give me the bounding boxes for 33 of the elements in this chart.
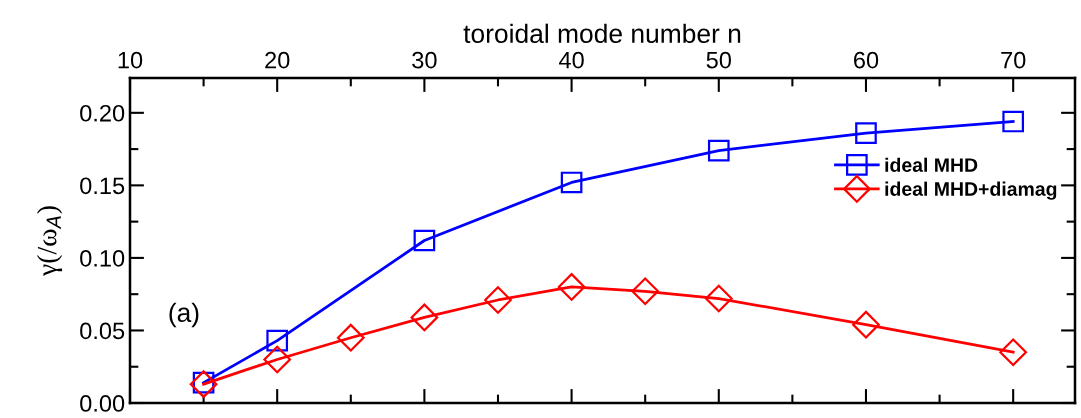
point (707, 139, 730, 162)
point (410, 303, 439, 332)
legend-label: ideal MHD+diamag (885, 181, 1057, 200)
point (557, 273, 586, 301)
x-tick-label: 40 (559, 51, 584, 69)
point (704, 284, 733, 313)
point (1002, 110, 1025, 133)
point (560, 171, 583, 194)
point (336, 323, 365, 352)
y-tick-label: 0.15 (80, 177, 125, 195)
point (999, 338, 1028, 367)
x-tick-label: 70 (1001, 51, 1026, 69)
x-tick-label: 10 (118, 51, 143, 69)
y-tick-label: 0.20 (80, 104, 125, 122)
x-tick-label: 20 (265, 51, 290, 69)
point (266, 329, 289, 352)
point (631, 277, 660, 306)
point (855, 122, 877, 144)
x-tick-label: 50 (706, 51, 731, 69)
point (413, 229, 436, 252)
annotation: (a) (169, 302, 199, 328)
y-tick-label: 0.00 (80, 395, 125, 412)
y-axis-title: γ(/ω$_{A}$) (36, 206, 63, 277)
x-axis-title: toroidal mode number n (463, 23, 741, 44)
y-tick-label: 0.05 (80, 322, 125, 340)
point (484, 286, 512, 314)
x-tick-label: 60 (854, 51, 879, 69)
legend-label: ideal MHD (885, 157, 978, 172)
point (852, 310, 880, 339)
point (263, 345, 292, 374)
y-tick-label: 0.10 (80, 249, 125, 267)
point (189, 370, 218, 399)
x-tick-label: 30 (412, 51, 437, 69)
